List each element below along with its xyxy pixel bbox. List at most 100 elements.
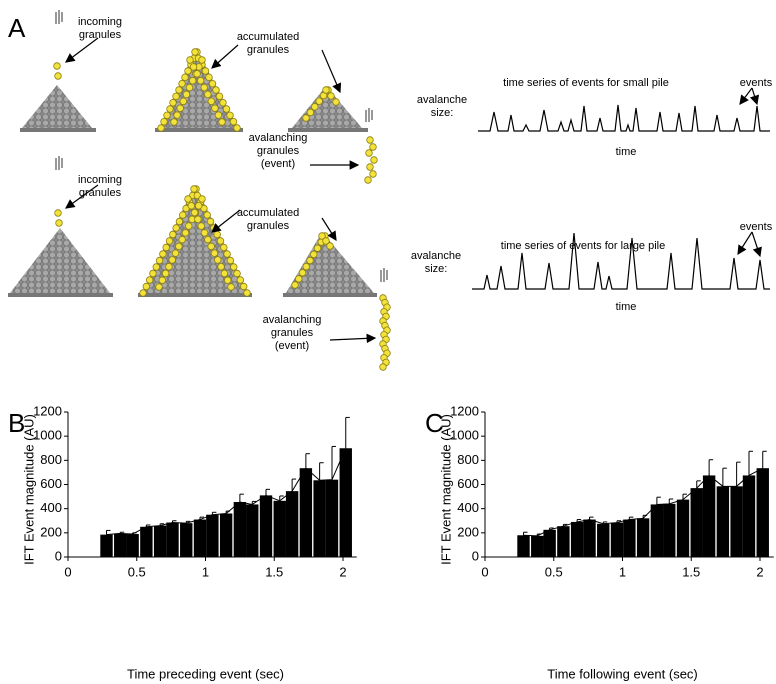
granule <box>181 73 189 82</box>
y-tick-label: 400 <box>40 500 62 515</box>
y-tick-label: 600 <box>457 476 479 491</box>
granule <box>223 276 232 284</box>
bar <box>126 534 139 557</box>
bar <box>180 523 193 557</box>
bar <box>676 499 690 557</box>
annotation: (event) <box>261 158 295 170</box>
granule <box>188 76 197 85</box>
granule <box>310 250 318 259</box>
granule <box>243 289 251 297</box>
motion-lines <box>55 156 63 170</box>
granule <box>201 67 210 75</box>
granule <box>55 219 63 227</box>
granule <box>210 249 219 257</box>
granule <box>369 170 377 178</box>
x-tick-label: 1.5 <box>682 564 700 579</box>
granule <box>194 202 203 210</box>
annotation: accumulated <box>237 207 299 219</box>
granule <box>186 56 194 64</box>
granule <box>203 211 211 219</box>
granule <box>364 176 372 184</box>
x-axis-title: Time preceding event (sec) <box>127 666 284 681</box>
annotation: granules <box>271 327 314 339</box>
granule <box>190 185 198 193</box>
annotation: accumulated <box>237 31 299 43</box>
granule <box>173 111 181 119</box>
granule <box>216 237 225 245</box>
annotation: granules <box>257 145 300 157</box>
granule <box>155 256 164 265</box>
panel-letter: A <box>8 13 26 43</box>
granule <box>168 256 176 264</box>
granule <box>213 230 221 239</box>
bar <box>716 486 730 557</box>
granule <box>214 256 222 264</box>
annotation: granules <box>79 187 122 199</box>
arrow <box>321 217 337 242</box>
granule <box>204 235 212 244</box>
granule <box>205 73 213 82</box>
granule <box>181 229 190 237</box>
time-series <box>472 232 770 290</box>
annotation: avalanche <box>411 250 461 262</box>
granule <box>223 250 231 258</box>
base-plate <box>138 293 252 297</box>
granule <box>215 92 224 101</box>
granule <box>179 97 188 106</box>
granule <box>189 63 198 71</box>
granule <box>212 86 220 94</box>
bar <box>623 519 636 557</box>
base-plate <box>283 293 377 297</box>
base-plate <box>155 128 243 132</box>
granule <box>178 235 186 244</box>
granule <box>369 143 377 151</box>
bar <box>285 491 299 557</box>
granule <box>172 92 180 101</box>
bar <box>663 503 676 557</box>
panel-letter: B <box>8 408 25 438</box>
granule <box>166 105 174 113</box>
arrow <box>737 231 753 256</box>
granule <box>379 363 387 371</box>
arrow <box>211 44 239 69</box>
annotation: events <box>740 77 773 89</box>
y-axis-title: IFT Event magnitude (AU) <box>438 414 453 565</box>
annotation: granules <box>79 29 122 41</box>
granule <box>291 281 299 289</box>
granule <box>54 72 62 80</box>
granule <box>211 104 219 112</box>
granule <box>239 282 248 291</box>
granule <box>306 108 315 117</box>
bar <box>583 519 596 557</box>
granule <box>159 250 167 258</box>
granule <box>233 124 241 132</box>
granule <box>157 124 165 132</box>
granule <box>313 244 322 252</box>
granule <box>365 149 373 157</box>
granule <box>208 79 217 88</box>
granule <box>163 111 171 120</box>
y-tick-label: 1000 <box>450 428 479 443</box>
granule <box>220 269 229 278</box>
axis-label: time <box>616 301 637 313</box>
granule <box>233 269 241 278</box>
arrow <box>749 87 760 106</box>
granule <box>160 117 168 126</box>
granule <box>175 86 183 94</box>
y-tick-label: 1000 <box>33 428 62 443</box>
pile <box>142 185 248 293</box>
granule <box>170 118 178 126</box>
x-axis-title: Time following event (sec) <box>547 666 698 681</box>
arrow <box>329 333 377 344</box>
granule <box>226 256 235 265</box>
bar <box>153 525 167 557</box>
arrow <box>739 87 753 105</box>
bar <box>166 522 179 557</box>
time-series <box>478 104 770 132</box>
series-title: time series of events for small pile <box>503 77 669 89</box>
granule <box>311 103 319 111</box>
bar <box>313 480 326 557</box>
